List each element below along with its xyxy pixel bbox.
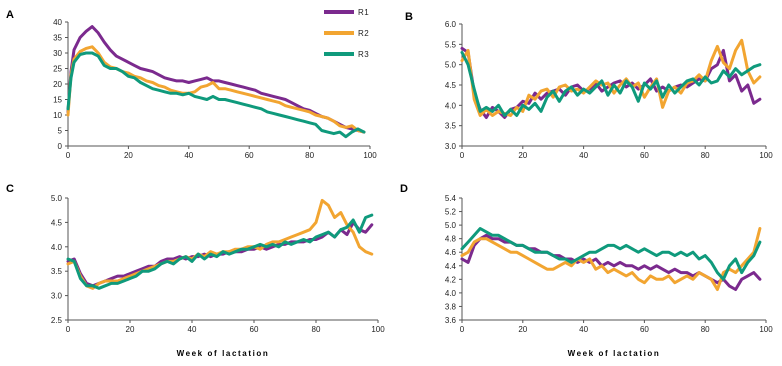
series-line-r3 (66, 51, 366, 139)
x-tick-label: 0 (460, 325, 465, 334)
chart-panel-d: D 3.6 3.8 4.0 4.2 4.4 4.6 4.8 5.0 5.2 5.4 0 20 40 60 80… (400, 183, 773, 358)
x-axis-title: Week of lactation (568, 349, 661, 358)
y-tick-label: 10 (53, 111, 62, 120)
x-tick-label: 0 (66, 325, 71, 334)
x-tick-label: 100 (363, 151, 377, 160)
y-tick-label: 5.5 (445, 40, 457, 49)
x-tick-label: 20 (126, 325, 135, 334)
y-tick-label: 20 (53, 80, 62, 89)
y-tick-label: 40 (53, 18, 62, 27)
x-tick-label: 40 (579, 151, 588, 160)
x-tick-label: 60 (640, 151, 649, 160)
legend-entry-r3: R3 (358, 50, 369, 59)
y-tick-label: 4.2 (445, 275, 457, 284)
y-tick-label: 3.5 (445, 122, 457, 131)
y-tick-label: 5.0 (445, 221, 457, 230)
series-line-r2 (460, 227, 762, 291)
panel-label: D (400, 183, 408, 195)
y-tick-label: 4.5 (445, 81, 457, 90)
y-tick-label: 3.5 (51, 267, 63, 276)
x-tick-label: 40 (579, 325, 588, 334)
y-tick-label: 3.8 (445, 302, 457, 311)
y-tick-label: 35 (53, 34, 62, 43)
legend: R1 R2 R3 (324, 8, 369, 59)
x-tick-label: 20 (518, 325, 527, 334)
x-tick-label: 40 (188, 325, 197, 334)
series-line-r3 (460, 51, 762, 117)
y-tick-label: 5.0 (51, 194, 63, 203)
series-line-r3 (66, 213, 374, 290)
panel-label: C (6, 183, 14, 195)
legend-entry-r1: R1 (358, 8, 369, 17)
chart-panel-c: C 2.5 3.0 3.5 4.0 4.5 5.0 0 20 40 60 80 100 Week of l… (6, 183, 385, 358)
y-tick-label: 0 (58, 142, 63, 151)
y-tick-label: 4.0 (445, 101, 457, 110)
legend-entry-r2: R2 (358, 29, 369, 38)
y-tick-label: 3.0 (51, 292, 63, 301)
chart-panel-b: B 3.0 3.5 4.0 4.5 5.0 5.5 6.0 0 20 40 60 80 100 (405, 11, 773, 160)
y-tick-label: 30 (53, 49, 62, 58)
x-tick-label: 60 (250, 325, 259, 334)
y-tick-label: 4.5 (51, 218, 63, 227)
x-tick-label: 80 (305, 151, 314, 160)
y-tick-label: 6.0 (445, 20, 457, 29)
y-tick-label: 25 (53, 65, 62, 74)
x-tick-label: 100 (371, 325, 385, 334)
y-tick-label: 5.2 (445, 208, 457, 217)
y-tick-label: 5.4 (445, 194, 457, 203)
y-tick-label: 5 (58, 127, 63, 136)
x-tick-label: 40 (184, 151, 193, 160)
y-tick-label: 4.0 (51, 243, 63, 252)
y-tick-label: 3.6 (445, 316, 457, 325)
x-tick-label: 0 (460, 151, 465, 160)
y-tick-label: 4.6 (445, 248, 457, 257)
x-tick-label: 80 (701, 325, 710, 334)
series-line-r3 (460, 227, 762, 281)
panel-label: A (6, 9, 14, 21)
x-tick-label: 0 (66, 151, 71, 160)
x-axis-title: Week of lactation (177, 349, 270, 358)
x-tick-label: 80 (312, 325, 321, 334)
y-tick-label: 4.8 (445, 235, 457, 244)
x-tick-label: 100 (759, 325, 773, 334)
x-tick-label: 100 (759, 151, 773, 160)
x-tick-label: 80 (701, 151, 710, 160)
x-tick-label: 60 (640, 325, 649, 334)
chart-panel-a: A 0 5 10 15 20 25 30 35 40 0 20 40 60 80 100 R1 R2 R3 (6, 8, 377, 160)
x-tick-label: 20 (518, 151, 527, 160)
y-tick-label: 5.0 (445, 61, 457, 70)
panel-label: B (405, 11, 413, 23)
x-tick-label: 20 (124, 151, 133, 160)
y-tick-label: 15 (53, 96, 62, 105)
y-tick-label: 4.4 (445, 262, 457, 271)
y-tick-label: 3.0 (445, 142, 457, 151)
x-tick-label: 60 (245, 151, 254, 160)
y-tick-label: 2.5 (51, 316, 63, 325)
y-tick-label: 4.0 (445, 289, 457, 298)
